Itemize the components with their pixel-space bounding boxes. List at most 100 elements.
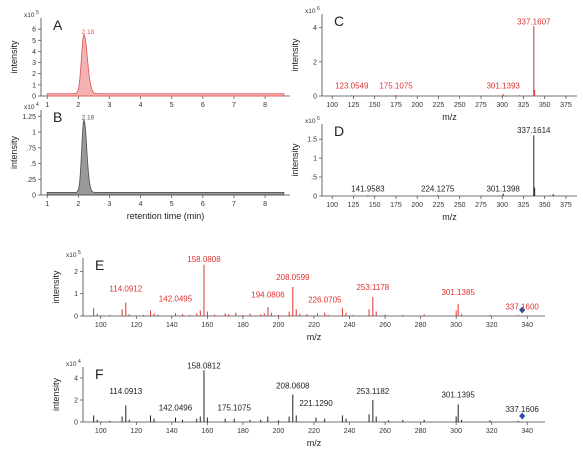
panel-c-x-tick-label: 200 [411,102,423,109]
panel-b-y-tick-label: 0 [32,193,36,200]
panel-f-mz-label: 114.0913 [109,387,142,396]
panel-b-x-tick-label: 3 [108,201,112,208]
panel-c-y-exponent: x10 [305,8,316,15]
panel-d-y-tick-label: 1.5 [307,137,317,144]
panel-e-mz-label: 337.1600 [505,302,539,311]
panel-e-x-tick-label: 240 [344,322,356,329]
panel-e-x-tick-label: 180 [237,322,249,329]
panel-a-y-tick-label: 2 [32,71,36,78]
panel-a-ylabel: intensity [9,40,19,74]
panel-b-peak-label: 2.18 [82,115,95,122]
panel-f-x-tick-label: 320 [486,428,498,435]
panel-b-x-tick-label: 2 [76,201,80,208]
panel-d-x-tick-label: 300 [496,202,508,209]
panel-e-ylabel: intensity [51,270,61,304]
panel-d-x-tick-label: 375 [560,202,572,209]
panel-c-letter: C [334,13,344,29]
panel-b-y-tick-label: .5 [30,161,36,168]
panel-c-xlabel: m/z [442,112,457,122]
panel-b-x-tick-label: 7 [232,201,236,208]
panel-f-y-exponent-power: 4 [78,359,81,365]
panel-f-ylabel: intensity [51,377,61,411]
panel-f-mz-label: 337.1606 [505,405,539,414]
panel-c-x-tick-label: 225 [433,102,445,109]
panel-d-y-exponent: x10 [305,118,316,125]
panel-a-y-tick-label: 1 [32,82,36,89]
panel-e-x-tick-label: 200 [273,322,285,329]
panel-f-y-tick-label: 2 [74,398,78,405]
panel-f-mz-label: 301.1395 [441,390,475,399]
panel-a-y-tick-label: 6 [32,27,36,34]
panel-d-mz-label: 141.9583 [351,184,385,193]
panel-a-x-tick-label: 4 [139,102,143,109]
panel-f-x-tick-label: 340 [521,428,533,435]
panel-a-y-tick-label: 3 [32,60,36,67]
panel-c-x-tick-label: 175 [390,102,402,109]
panel-f-x-tick-label: 140 [166,428,178,435]
panel-e-mz-label: 194.0806 [251,291,285,300]
panel-a-x-tick-label: 1 [45,102,49,109]
panel-e-x-tick-label: 300 [450,322,462,329]
panel-a-x-tick-label: 5 [170,102,174,109]
panel-c-x-tick-label: 150 [369,102,381,109]
panel-b-x-tick-label: 5 [170,201,174,208]
panel-c-y-exponent-power: 6 [317,6,320,12]
panel-e-y-exponent: x10 [66,252,77,259]
panel-d-x-tick-label: 125 [348,202,360,209]
panel-f-x-tick-label: 220 [308,428,320,435]
panel-a-x-tick-label: 2 [76,102,80,109]
panel-b-y-exponent: x10 [24,104,35,111]
panel-d-mz-label: 337.1614 [517,126,551,135]
panel-b-y-tick-label: .75 [26,145,36,152]
panel-e-letter: E [95,257,104,273]
panel-b-x-tick-label: 6 [201,201,205,208]
panel-d-x-tick-label: 250 [454,202,466,209]
panel-f-x-tick-label: 180 [237,428,249,435]
panel-c-x-tick-label: 275 [475,102,487,109]
panel-f-mz-label: 221.1290 [299,399,333,408]
panel-c-mz-label: 337.1607 [517,17,551,26]
panel-e-xlabel: m/z [307,332,322,342]
panel-b-x-tick-label: 4 [139,201,143,208]
panel-b-y-tick-label: 1.25 [22,114,36,121]
panel-d-y-tick-label: .5 [311,175,317,182]
panel-a-peak-label: 2.18 [82,29,95,36]
panel-f-x-tick-label: 240 [344,428,356,435]
panel-b-y-tick-label: .25 [26,177,36,184]
panel-d-letter: D [334,123,344,139]
panel-b-y-tick-label: 1 [32,130,36,137]
panel-c-x-tick-label: 325 [518,102,530,109]
panel-d-y-tick-label: 1 [313,156,317,163]
panel-e-x-tick-label: 220 [308,322,320,329]
panel-e-x-tick-label: 280 [415,322,427,329]
panel-a-x-tick-label: 3 [108,102,112,109]
panel-b-letter: B [53,109,62,125]
panel-d-x-tick-label: 350 [539,202,551,209]
panel-c-ylabel: intensity [290,38,300,72]
panel-b-x-tick-label: 8 [263,201,267,208]
panel-c-y-tick-label: 2 [313,59,317,66]
panel-e-x-tick-label: 120 [130,322,142,329]
panel-c-x-tick-label: 100 [326,102,338,109]
panel-f-precursor-diamond [519,412,526,420]
panel-f-xlabel: m/z [307,438,322,448]
panel-a-y-tick-label: 0 [32,94,36,101]
panel-e-x-tick-label: 100 [95,322,107,329]
panel-d-x-tick-label: 325 [518,202,530,209]
panel-f-y-exponent: x10 [66,361,77,368]
panel-d-y-exponent-power: 6 [317,116,320,122]
panel-e-mz-label: 208.0599 [276,273,310,282]
panel-a-peak-area [46,33,285,97]
panel-a-x-tick-label: 8 [263,102,267,109]
panel-c-x-tick-label: 350 [539,102,551,109]
panel-d-mz-label: 224.1275 [421,184,455,193]
panel-a-x-tick-label: 6 [201,102,205,109]
panel-e-x-tick-label: 140 [166,322,178,329]
panel-c-mz-label: 301.1393 [486,81,520,90]
panel-e-y-tick-label: 0 [74,314,78,321]
panel-e-y-exponent-power: 5 [78,250,81,256]
panel-e-x-tick-label: 260 [379,322,391,329]
panel-b-xlabel: retention time (min) [127,211,205,221]
panel-e-y-tick-label: 2 [74,269,78,276]
